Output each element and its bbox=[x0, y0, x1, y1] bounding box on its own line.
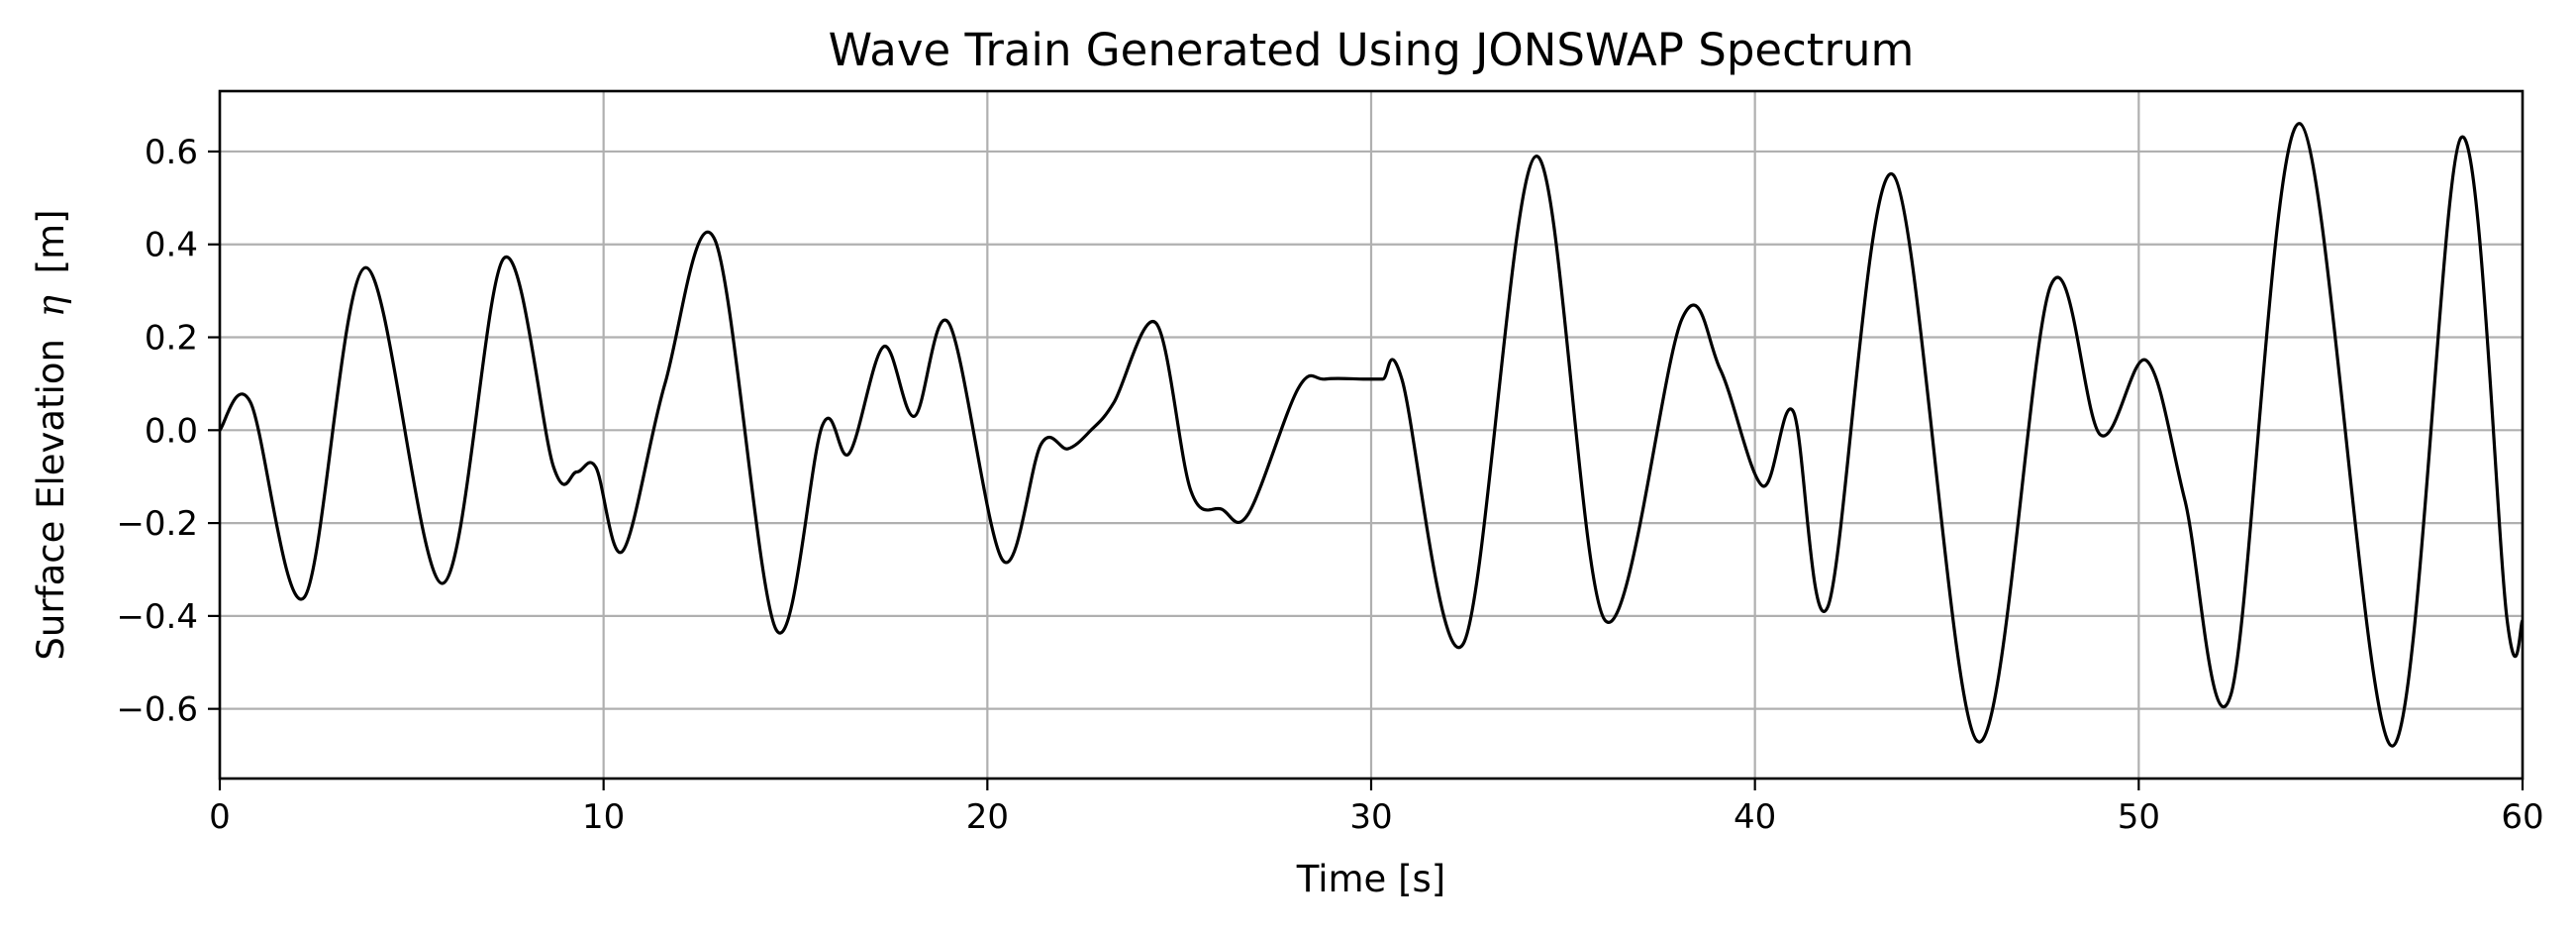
tick-marks bbox=[208, 150, 2525, 790]
x-tick-label: 40 bbox=[1734, 797, 1776, 837]
y-axis-label-text: Surface Elevation bbox=[30, 339, 72, 661]
y-tick-label: 0.6 bbox=[145, 133, 198, 172]
x-tick-label: 10 bbox=[582, 797, 625, 837]
x-tick-label: 50 bbox=[2118, 797, 2160, 837]
y-tick-label: −0.6 bbox=[116, 690, 198, 730]
y-axis-label-unit: [m] bbox=[30, 209, 72, 273]
series-line bbox=[218, 122, 2525, 748]
y-tick-label: −0.4 bbox=[116, 597, 198, 637]
chart-title: Wave Train Generated Using JONSWAP Spect… bbox=[829, 24, 1915, 76]
x-tick-label: 0 bbox=[209, 797, 231, 837]
x-axis-label: Time [s] bbox=[1296, 858, 1445, 900]
y-tick-labels: −0.6 −0.4 −0.2 0.0 0.2 0.4 0.6 bbox=[116, 133, 198, 730]
x-tick-label: 30 bbox=[1349, 797, 1392, 837]
x-tick-labels: 0 10 20 30 40 50 60 bbox=[209, 797, 2543, 837]
y-tick-label: −0.2 bbox=[116, 504, 198, 544]
grid bbox=[218, 91, 2525, 779]
y-tick-label: 0.0 bbox=[145, 411, 198, 451]
x-tick-label: 60 bbox=[2501, 797, 2543, 837]
x-tick-label: 20 bbox=[966, 797, 1009, 837]
y-axis-label-symbol: η bbox=[30, 295, 72, 317]
y-axis-label: Surface Elevation η [m] bbox=[30, 209, 72, 660]
series-layer bbox=[218, 122, 2525, 748]
y-tick-label: 0.4 bbox=[145, 226, 198, 265]
y-tick-label: 0.2 bbox=[145, 319, 198, 359]
